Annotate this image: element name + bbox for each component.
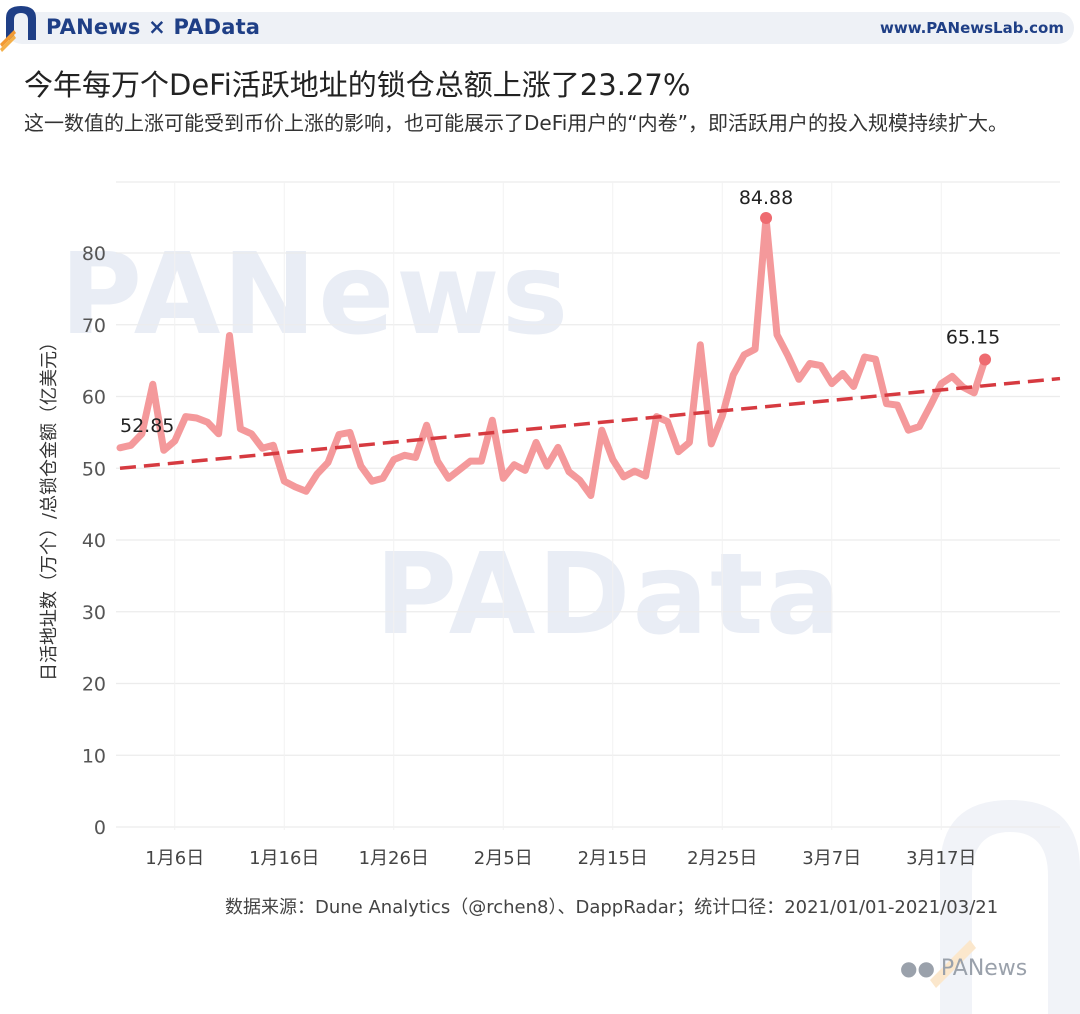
x-tick-label: 2月25日 [687, 848, 757, 869]
data-point-marker [760, 211, 773, 224]
site-url[interactable]: www.PANewsLab.com [880, 19, 1064, 37]
y-tick-label: 10 [82, 745, 106, 767]
y-tick-label: 20 [82, 674, 106, 696]
header-bar: PANews × PAData www.PANewsLab.com [0, 0, 1080, 54]
data-label: 84.88 [739, 187, 793, 209]
y-tick-label: 70 [82, 315, 106, 337]
chart-title: 今年每万个DeFi活跃地址的锁仓总额上涨了23.27% [24, 68, 691, 102]
y-tick-label: 0 [94, 817, 106, 839]
chart-subtitle: 这一数值的上涨可能受到币价上涨的影响，也可能展示了DeFi用户的“内卷”，即活跃… [24, 111, 1009, 135]
y-tick-label: 30 [82, 602, 106, 624]
wechat-icon: ●● [900, 956, 935, 980]
series-line [116, 214, 989, 499]
grid-lines [116, 181, 1060, 830]
data-label: 52.85 [120, 415, 174, 437]
x-tick-label: 2月5日 [474, 848, 533, 869]
annotations: 52.85 84.88 65.15 [120, 187, 1000, 437]
y-tick-label: 60 [82, 387, 106, 409]
brand-title: PANews × PAData [46, 15, 261, 39]
x-tick-label: 3月7日 [802, 848, 861, 869]
trend-line [119, 376, 1061, 470]
decorative-logo-icon [930, 800, 1080, 1014]
x-tick-label: 1月6日 [145, 848, 204, 869]
wechat-account: PANews [940, 956, 1028, 981]
x-tick-label: 1月16日 [249, 848, 319, 869]
y-tick-label: 40 [82, 530, 106, 552]
x-tick-label: 3月17日 [906, 848, 976, 869]
x-tick-label: 1月26日 [359, 848, 429, 869]
x-axis-ticks: 1月6日 1月16日 1月26日 2月5日 2月15日 2月25日 3月7日 3月17日 [145, 848, 976, 869]
y-tick-label: 50 [82, 458, 106, 480]
watermark-padata: PAData [375, 530, 844, 660]
wechat-credit: ●● PANews [900, 956, 1027, 981]
x-tick-label: 2月15日 [578, 848, 648, 869]
watermark-panews: PANews [60, 230, 571, 360]
y-tick-label: 80 [82, 243, 106, 265]
y-axis-ticks: 0 10 20 30 40 50 60 70 80 [82, 243, 106, 839]
data-source-note: 数据来源：Dune Analytics（@rchen8）、DappRadar；统… [225, 897, 999, 918]
header-pill [6, 12, 1074, 44]
data-label: 65.15 [946, 327, 1000, 349]
data-point-marker [979, 353, 992, 366]
y-axis-label: 日活地址数（万个）/总锁仓金额（亿美元） [39, 333, 60, 681]
panews-logo-icon [0, 6, 36, 52]
